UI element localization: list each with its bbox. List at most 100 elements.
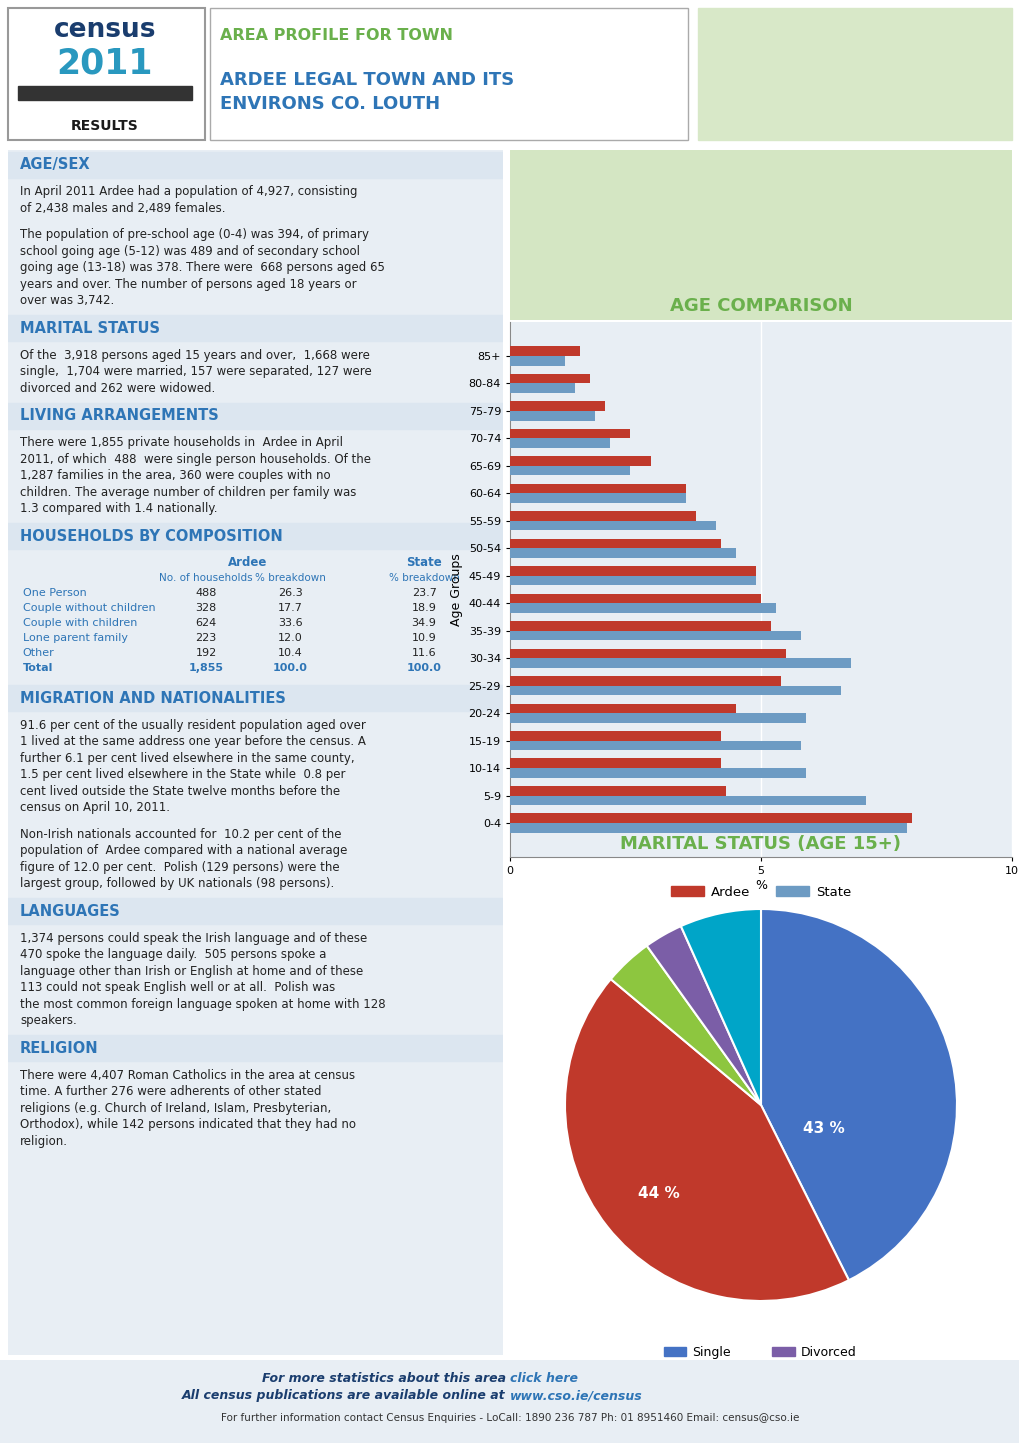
Text: 223: 223 xyxy=(196,633,216,644)
Text: over was 3,742.: over was 3,742. xyxy=(20,294,114,307)
Bar xyxy=(510,429,630,439)
Text: RELIGION: RELIGION xyxy=(20,1040,99,1056)
Text: 12.0: 12.0 xyxy=(277,633,303,644)
Bar xyxy=(510,786,726,795)
Wedge shape xyxy=(610,945,760,1105)
Bar xyxy=(510,593,760,603)
Bar xyxy=(510,566,755,576)
Text: Ardee: Ardee xyxy=(228,557,268,570)
Text: 10.4: 10.4 xyxy=(277,648,303,658)
Bar xyxy=(510,814,911,823)
Text: census on April 10, 2011.: census on April 10, 2011. xyxy=(20,801,170,814)
Bar xyxy=(510,576,755,586)
Bar xyxy=(510,658,851,668)
Y-axis label: Age Groups: Age Groups xyxy=(449,553,463,626)
Text: 26.3: 26.3 xyxy=(277,589,303,599)
X-axis label: %: % xyxy=(754,879,766,892)
Text: 34.9: 34.9 xyxy=(412,619,436,628)
Bar xyxy=(510,439,609,447)
Wedge shape xyxy=(681,909,760,1105)
Text: % breakdown: % breakdown xyxy=(388,573,460,583)
Text: 1.3 compared with 1.4 nationally.: 1.3 compared with 1.4 nationally. xyxy=(20,502,217,515)
Bar xyxy=(510,795,865,805)
Bar xyxy=(8,1035,502,1061)
Text: ENVIRONS CO. LOUTH: ENVIRONS CO. LOUTH xyxy=(220,95,439,113)
Text: 100.0: 100.0 xyxy=(272,664,308,674)
Text: No. of households: No. of households xyxy=(159,573,253,583)
Bar xyxy=(510,768,805,778)
Text: ARDEE LEGAL TOWN AND ITS: ARDEE LEGAL TOWN AND ITS xyxy=(220,71,514,89)
Title: MARITAL STATUS (AGE 15+): MARITAL STATUS (AGE 15+) xyxy=(620,835,901,853)
Title: AGE COMPARISON: AGE COMPARISON xyxy=(669,297,852,315)
Text: 18.9: 18.9 xyxy=(412,603,436,613)
Text: divorced and 262 were widowed.: divorced and 262 were widowed. xyxy=(20,382,215,395)
Text: The population of pre-school age (0-4) was 394, of primary: The population of pre-school age (0-4) w… xyxy=(20,228,369,241)
Bar xyxy=(510,713,805,723)
Text: further 6.1 per cent lived elsewhere in the same county,: further 6.1 per cent lived elsewhere in … xyxy=(20,752,355,765)
Text: Non-Irish nationals accounted for  10.2 per cent of the: Non-Irish nationals accounted for 10.2 p… xyxy=(20,828,341,841)
Text: cent lived outside the State twelve months before the: cent lived outside the State twelve mont… xyxy=(20,785,339,798)
Text: For further information contact Census Enquiries - LoCall: 1890 236 787 Ph: 01 8: For further information contact Census E… xyxy=(220,1413,799,1423)
Text: population of  Ardee compared with a national average: population of Ardee compared with a nati… xyxy=(20,844,347,857)
Bar xyxy=(510,483,685,494)
Text: the most common foreign language spoken at home with 128: the most common foreign language spoken … xyxy=(20,997,385,1010)
Bar xyxy=(8,524,502,550)
Bar xyxy=(510,401,605,411)
Text: There were 4,407 Roman Catholics in the area at census: There were 4,407 Roman Catholics in the … xyxy=(20,1069,355,1082)
Bar xyxy=(8,316,502,342)
Text: going age (13-18) was 378. There were  668 persons aged 65: going age (13-18) was 378. There were 66… xyxy=(20,261,384,274)
Text: census: census xyxy=(54,17,156,43)
Text: years and over. The number of persons aged 18 years or: years and over. The number of persons ag… xyxy=(20,278,357,291)
Text: school going age (5-12) was 489 and of secondary school: school going age (5-12) was 489 and of s… xyxy=(20,245,360,258)
Text: 470 spoke the language daily.  505 persons spoke a: 470 spoke the language daily. 505 person… xyxy=(20,948,326,961)
Bar xyxy=(210,9,688,140)
Text: 2011: 2011 xyxy=(57,46,153,79)
Wedge shape xyxy=(760,909,956,1280)
Bar xyxy=(510,548,735,558)
Text: time. A further 276 were adherents of other stated: time. A further 276 were adherents of ot… xyxy=(20,1085,321,1098)
Bar xyxy=(8,685,502,711)
Text: Orthodox), while 142 persons indicated that they had no: Orthodox), while 142 persons indicated t… xyxy=(20,1118,356,1131)
Text: MIGRATION AND NATIONALITIES: MIGRATION AND NATIONALITIES xyxy=(20,691,285,706)
Bar xyxy=(510,511,695,521)
Bar xyxy=(510,603,775,613)
Text: % breakdown: % breakdown xyxy=(255,573,325,583)
Bar xyxy=(510,411,595,420)
Bar xyxy=(510,466,630,475)
Text: religions (e.g. Church of Ireland, Islam, Presbyterian,: religions (e.g. Church of Ireland, Islam… xyxy=(20,1102,331,1115)
Text: 1 lived at the same address one year before the census. A: 1 lived at the same address one year bef… xyxy=(20,736,366,749)
Text: 23.7: 23.7 xyxy=(412,589,436,599)
Bar xyxy=(18,87,192,100)
Text: figure of 12.0 per cent.  Polish (129 persons) were the: figure of 12.0 per cent. Polish (129 per… xyxy=(20,861,339,874)
Text: Total: Total xyxy=(22,664,53,674)
Text: MARITAL STATUS: MARITAL STATUS xyxy=(20,320,160,336)
Text: 328: 328 xyxy=(196,603,216,613)
Text: All census publications are available online at: All census publications are available on… xyxy=(181,1390,510,1403)
Bar xyxy=(510,685,841,696)
Bar xyxy=(510,648,786,658)
Text: language other than Irish or English at home and of these: language other than Irish or English at … xyxy=(20,965,363,978)
Text: speakers.: speakers. xyxy=(20,1014,76,1027)
Text: HOUSEHOLDS BY COMPOSITION: HOUSEHOLDS BY COMPOSITION xyxy=(20,530,282,544)
Bar xyxy=(510,732,720,740)
Text: 624: 624 xyxy=(196,619,216,628)
Bar xyxy=(510,759,720,768)
Text: 91.6 per cent of the usually resident population aged over: 91.6 per cent of the usually resident po… xyxy=(20,719,366,732)
Text: of 2,438 males and 2,489 females.: of 2,438 males and 2,489 females. xyxy=(20,202,225,215)
Text: There were 1,855 private households in  Ardee in April: There were 1,855 private households in A… xyxy=(20,436,342,449)
Bar xyxy=(510,384,575,392)
Text: State: State xyxy=(406,557,441,570)
Text: 10.9: 10.9 xyxy=(412,633,436,644)
Text: 11.6: 11.6 xyxy=(412,648,436,658)
Text: Other: Other xyxy=(22,648,55,658)
Wedge shape xyxy=(646,926,760,1105)
Bar xyxy=(697,9,1011,140)
Text: 33.6: 33.6 xyxy=(277,619,303,628)
Text: 488: 488 xyxy=(195,589,216,599)
Text: 17.7: 17.7 xyxy=(277,603,303,613)
Bar xyxy=(510,356,565,365)
Text: 43 %: 43 % xyxy=(802,1121,844,1136)
Text: www.cso.ie/census: www.cso.ie/census xyxy=(510,1390,642,1403)
Text: For more statistics about this area: For more statistics about this area xyxy=(261,1371,510,1384)
Text: children. The average number of children per family was: children. The average number of children… xyxy=(20,486,356,499)
